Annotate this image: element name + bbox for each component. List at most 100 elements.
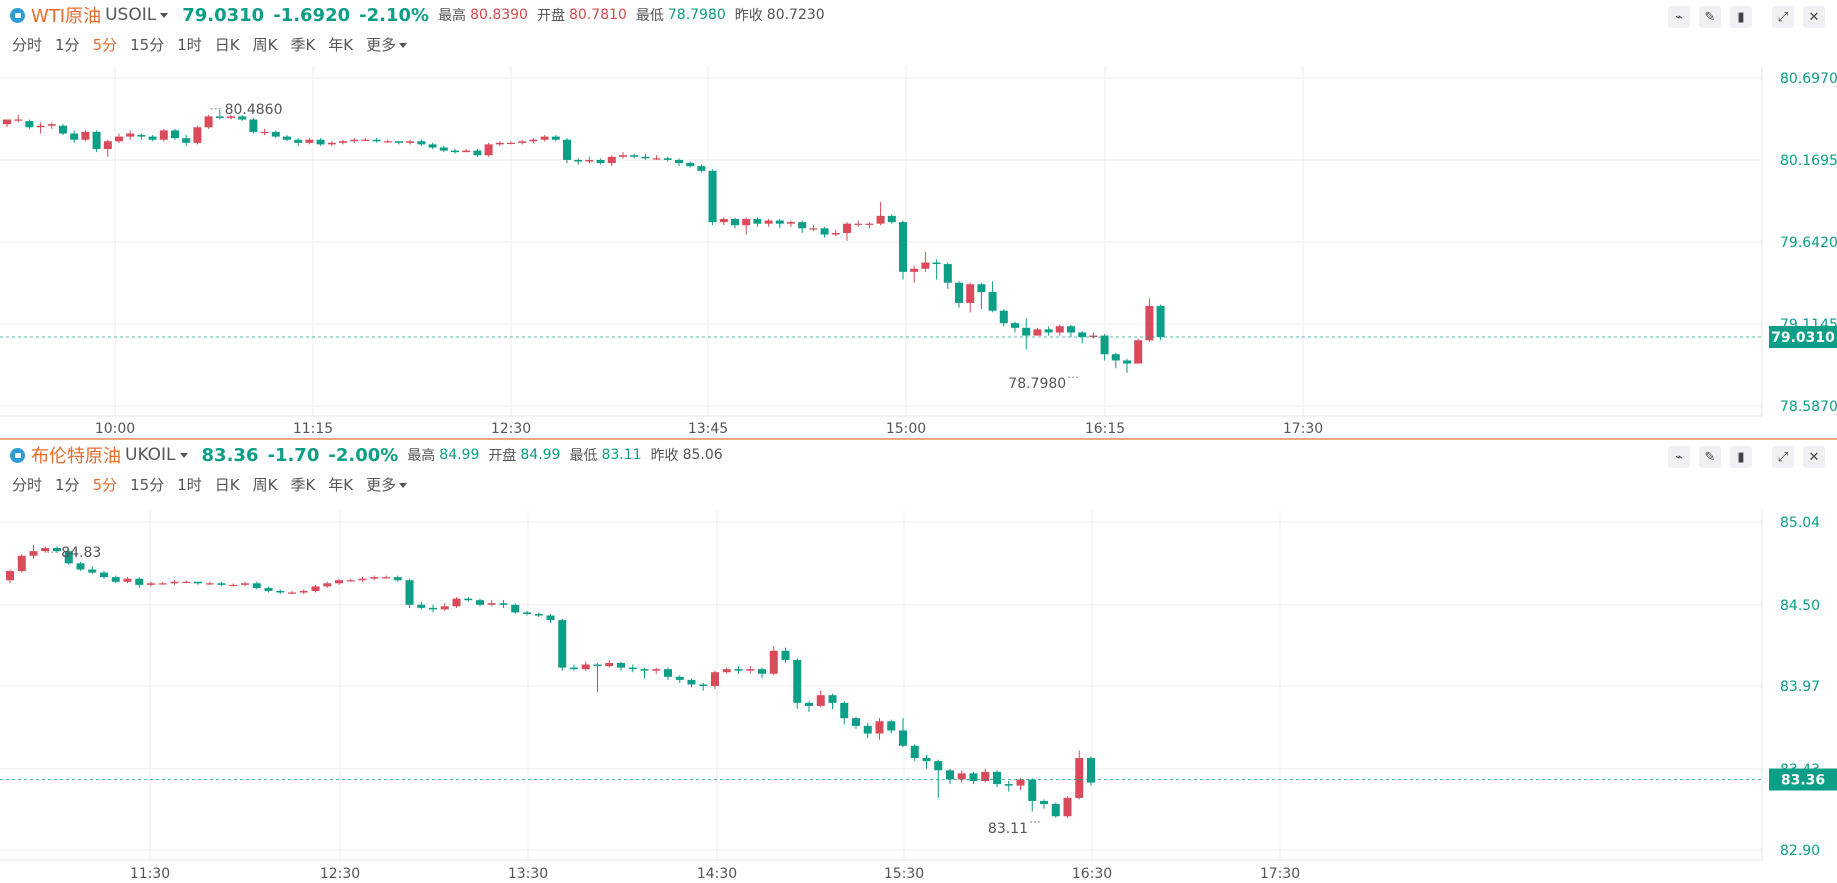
stat-value-low: 78.7980	[667, 7, 726, 23]
tab-timeshare[interactable]: 分时	[12, 476, 43, 494]
candle-body	[687, 679, 696, 685]
candlestick-chart-wti[interactable]: 80.697080.169579.642079.114578.587010:00…	[0, 0, 1837, 438]
candle-body	[1087, 758, 1095, 783]
stat-label-high: 最高	[407, 448, 436, 464]
close-icon[interactable]: ✕	[1803, 446, 1825, 468]
chevron-down-icon[interactable]	[160, 12, 169, 18]
candlestick-chart-brent[interactable]: 85.0484.5083.9783.4382.9011:3012:3013:30…	[0, 440, 1837, 883]
expand-icon[interactable]: ⤢	[1772, 6, 1794, 28]
pen-tool-icon[interactable]: ✎	[1699, 446, 1721, 468]
candle-body	[1028, 779, 1037, 801]
quote-header: 布伦特原油 UKOIL 83.36 -1.70 -2.00% 最高 84.99 …	[10, 444, 732, 467]
candle-body	[955, 282, 963, 303]
candle-body	[934, 761, 943, 771]
candle-body	[1075, 758, 1084, 798]
candle-body	[382, 577, 390, 579]
tab-1min[interactable]: 1分	[55, 36, 80, 54]
candle-body	[957, 773, 966, 780]
tab-year[interactable]: 年K	[328, 476, 354, 494]
candle-body	[993, 771, 1001, 785]
candle-body	[64, 551, 73, 564]
candle-body	[943, 264, 952, 283]
candle-body	[1156, 306, 1165, 338]
candle-body	[843, 223, 851, 233]
tab-1hour[interactable]: 1时	[177, 36, 202, 54]
candle-body	[775, 220, 784, 224]
tab-day[interactable]: 日K	[214, 476, 240, 494]
candle-body	[103, 141, 112, 150]
candle-body	[946, 770, 954, 780]
chevron-down-icon[interactable]	[179, 452, 188, 458]
last-price-label: 79.0310	[1771, 330, 1835, 346]
candle-body	[981, 771, 990, 782]
tab-15min[interactable]: 15分	[130, 476, 165, 494]
stat-label-prev-close: 昨收	[734, 8, 763, 24]
instrument-code[interactable]: UKOIL	[125, 445, 176, 465]
last-price-tag	[1769, 325, 1837, 348]
candle-body	[764, 220, 773, 224]
last-price: 83.36	[201, 444, 259, 466]
candle-body	[746, 669, 755, 671]
candle-body	[428, 144, 437, 148]
candle-style-icon[interactable]: ▮	[1730, 446, 1752, 468]
candle-body	[686, 163, 695, 167]
tab-quarter[interactable]: 季K	[290, 476, 316, 494]
candle-body	[753, 218, 762, 224]
tab-5min[interactable]: 5分	[92, 36, 118, 54]
candle-body	[283, 136, 291, 140]
candle-body	[238, 116, 247, 120]
candle-body	[529, 139, 538, 142]
tab-week[interactable]: 周K	[252, 476, 278, 494]
candle-body	[722, 669, 731, 673]
y-tick-label: 85.04	[1780, 515, 1820, 531]
candle-body	[1004, 784, 1013, 786]
tab-more[interactable]: 更多	[366, 474, 408, 495]
candle-body	[828, 695, 837, 703]
close-icon[interactable]: ✕	[1803, 6, 1825, 28]
candle-body	[540, 136, 549, 140]
candle-body	[3, 119, 11, 125]
x-tick-label: 13:30	[508, 866, 548, 882]
candle-body	[758, 669, 766, 674]
tab-quarter[interactable]: 季K	[290, 36, 316, 54]
tab-year[interactable]: 年K	[328, 36, 354, 54]
instrument-name[interactable]: 布伦特原油	[31, 446, 121, 467]
low-marker-label: 83.11	[988, 821, 1028, 837]
pen-tool-icon[interactable]: ✎	[1699, 6, 1721, 28]
tab-15min[interactable]: 15分	[130, 36, 165, 54]
candle-body	[558, 620, 567, 668]
candle-body	[781, 650, 790, 660]
high-marker-label: 84.83	[61, 545, 101, 561]
candle-body	[1100, 335, 1109, 355]
candle-body	[977, 284, 986, 293]
candle-body	[316, 139, 325, 145]
candle-body	[551, 136, 560, 140]
tab-timeshare[interactable]: 分时	[12, 36, 43, 54]
tab-more[interactable]: 更多	[366, 34, 408, 55]
expand-icon[interactable]: ⤢	[1772, 446, 1794, 468]
line-tool-icon[interactable]: ⌁	[1668, 6, 1690, 28]
candle-body	[361, 139, 370, 141]
tab-week[interactable]: 周K	[252, 36, 278, 54]
candle-body	[81, 131, 90, 140]
candle-body	[969, 773, 978, 782]
tab-1min[interactable]: 1分	[55, 476, 80, 494]
tab-5min[interactable]: 5分	[92, 476, 118, 494]
low-marker-label: 78.7980	[1008, 376, 1066, 392]
candle-body	[487, 603, 496, 605]
candle-style-icon[interactable]: ▮	[1730, 6, 1752, 28]
candle-body	[910, 268, 919, 272]
tab-day[interactable]: 日K	[214, 36, 240, 54]
stat-value-prev-close: 80.7230	[766, 7, 825, 23]
tab-1hour[interactable]: 1时	[177, 476, 202, 494]
line-tool-icon[interactable]: ⌁	[1668, 446, 1690, 468]
candle-body	[405, 580, 414, 605]
instrument-code[interactable]: USOIL	[105, 5, 157, 25]
candle-body	[311, 586, 320, 591]
candle-body	[1145, 306, 1154, 341]
chevron-down-icon	[399, 483, 408, 488]
instrument-name[interactable]: WTI原油	[31, 6, 102, 27]
candle-body	[697, 166, 706, 171]
candle-body	[476, 600, 484, 605]
stat-value-low: 83.11	[601, 447, 642, 463]
